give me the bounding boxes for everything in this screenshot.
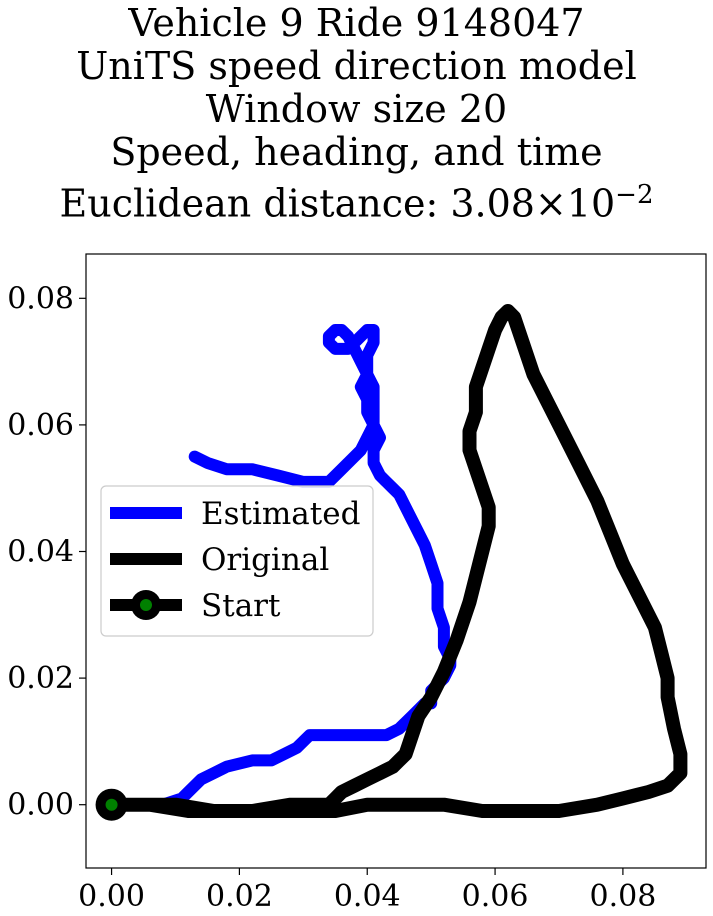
x-tick-label: 0.00 [78, 879, 145, 914]
title-line-model: UniTS speed direction model [76, 44, 637, 88]
chart-title: Vehicle 9 Ride 9148047 UniTS speed direc… [0, 2, 713, 226]
legend-label-original: Original [201, 542, 329, 578]
x-tick-label: 0.08 [590, 879, 657, 914]
y-tick-label: 0.08 [7, 281, 74, 316]
y-tick-label: 0.04 [7, 535, 74, 570]
title-line-vehicle: Vehicle 9 Ride 9148047 [128, 1, 585, 45]
metric-mantissa: 3.08 [450, 181, 535, 226]
metric-prefix: Euclidean distance: [59, 181, 451, 226]
title-line-window: Window size 20 [205, 87, 508, 131]
estimated-series-line [105, 324, 457, 811]
legend-swatch-start-inner [140, 599, 152, 611]
original-series-line [104, 304, 688, 818]
metric-exponent: −2 [615, 180, 654, 210]
legend-label-start: Start [201, 588, 281, 624]
title-line-features: Speed, heading, and time [110, 130, 603, 174]
y-tick-label: 0.02 [7, 661, 74, 696]
y-tick-label: 0.06 [7, 408, 74, 443]
title-line-metric: Euclidean distance: 3.08×10−2 [0, 174, 713, 226]
series-layer [95, 304, 688, 821]
start-marker-inner [105, 798, 118, 811]
axis-layer: 0.00 0.02 0.04 0.06 0.08 0.00 0.02 0.04 0.06 0.08 [7, 281, 656, 914]
y-tick-label: 0.00 [7, 788, 74, 823]
metric-times: × [534, 181, 567, 226]
x-tick-label: 0.02 [206, 879, 273, 914]
legend: Estimated Original Start [100, 485, 374, 637]
x-tick-label: 0.06 [462, 879, 529, 914]
plot-frame [85, 253, 707, 869]
x-tick-label: 0.04 [334, 879, 401, 914]
legend-box [100, 485, 374, 637]
legend-label-estimated: Estimated [201, 496, 360, 532]
metric-base: 10 [566, 181, 616, 226]
